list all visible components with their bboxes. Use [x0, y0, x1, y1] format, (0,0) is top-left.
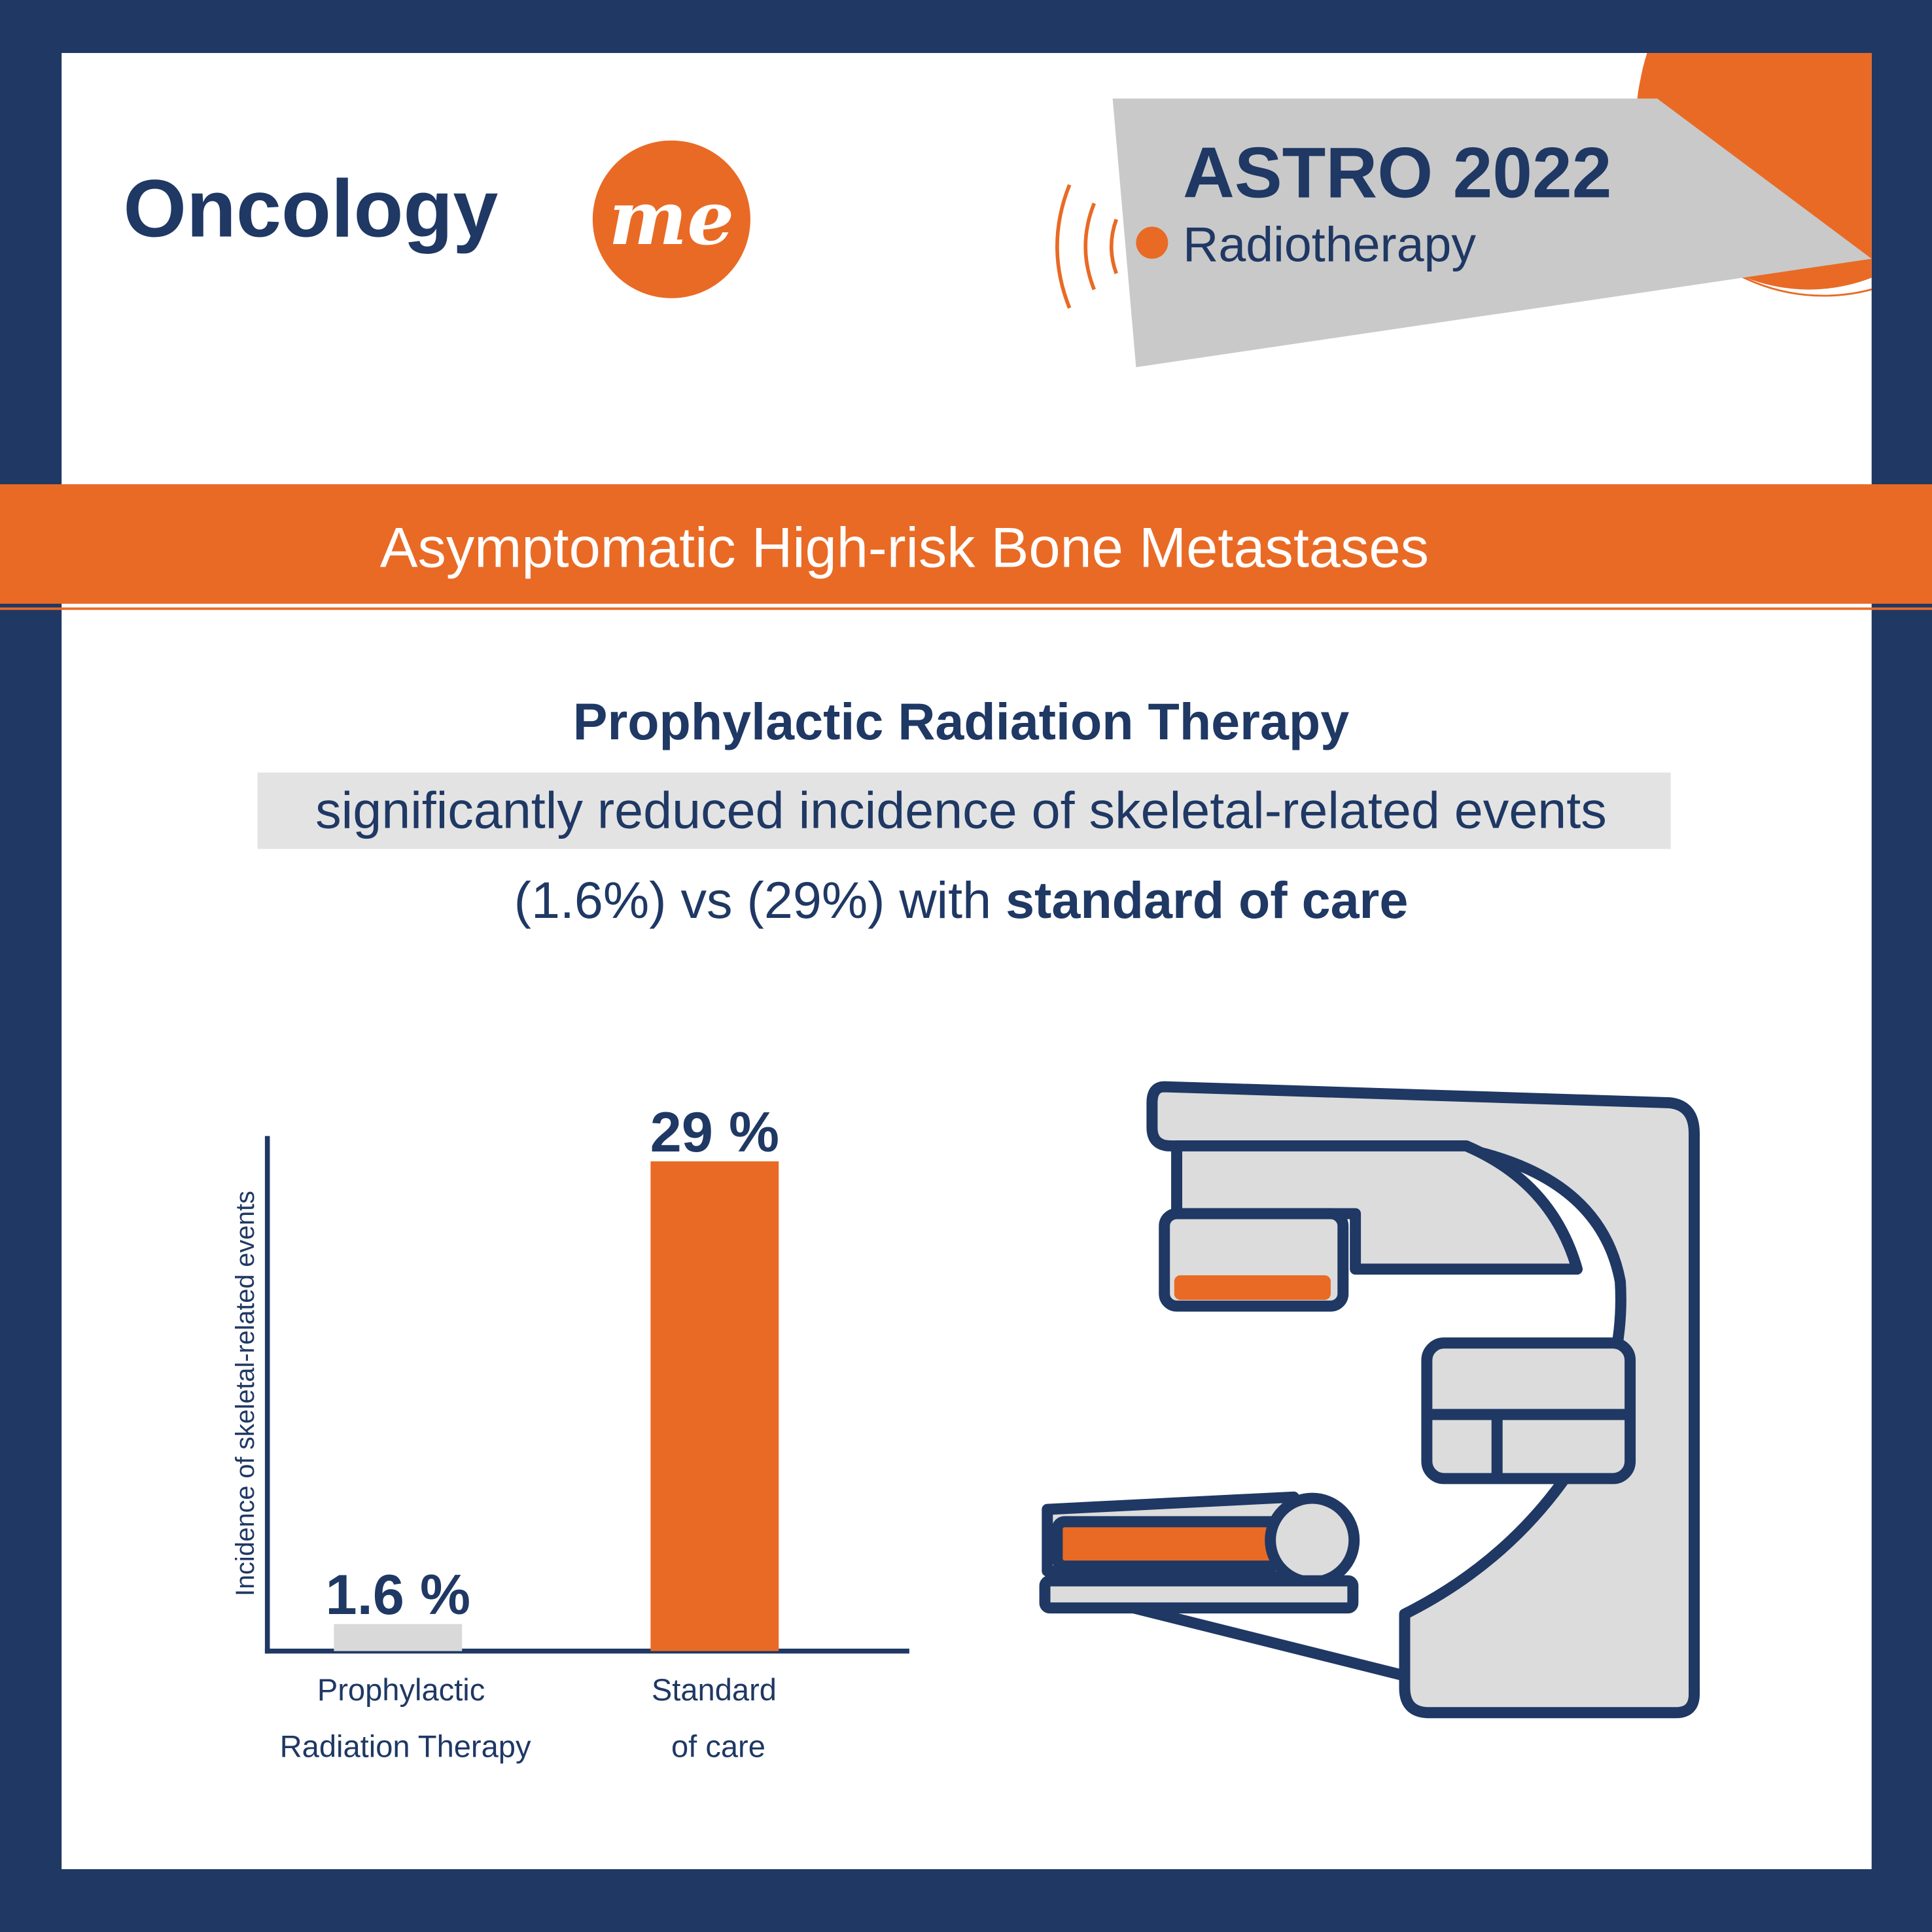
- y-axis-label: Incidence of skeletal-related events: [231, 1191, 260, 1596]
- patient-head: [1265, 1492, 1360, 1588]
- x-tick-label-line: Prophylactic: [317, 1672, 494, 1707]
- highlight: [257, 772, 1671, 849]
- x-tick-label-line: of care: [671, 1729, 765, 1764]
- headline-1: Prophylactic Radiation Therapy: [573, 692, 1349, 750]
- value-label: 29 %: [650, 1101, 779, 1164]
- headline-3-bold: standard of care: [1006, 871, 1408, 929]
- banner-bg: [0, 484, 1932, 604]
- patient-body: [1051, 1516, 1285, 1572]
- banner-title: Asymptomatic High-risk Bone Metastases: [380, 516, 1429, 579]
- couch: [1039, 1575, 1359, 1614]
- headline-3-text: (1.6%) vs (29%) with: [514, 871, 991, 929]
- badge-bg: [1112, 98, 1872, 368]
- x-tick-label-line: Standard: [652, 1672, 785, 1707]
- couch-support: [1107, 1596, 1407, 1681]
- brand-accent: me: [609, 175, 734, 262]
- bar: [334, 1624, 463, 1651]
- bar: [650, 1161, 779, 1651]
- badge-topic: Radiotherapy: [1183, 217, 1476, 272]
- head-emitter: [1174, 1275, 1331, 1300]
- brand-name: Oncology: [123, 164, 498, 255]
- brand-circle: [592, 140, 750, 298]
- x-tick-label-line: Radiation Therapy: [280, 1729, 531, 1764]
- badge-dot: [1136, 226, 1168, 259]
- arm: [1171, 1140, 1583, 1275]
- headline-3: (1.6%) vs (29%) with standard of care: [514, 871, 1409, 929]
- bar-chart: Incidence of skeletal-related events 1.6 …: [231, 1101, 909, 1764]
- x-tick-label: Prophylactic Radiation Therapy: [280, 1672, 531, 1764]
- value-label: 1.6 %: [326, 1564, 471, 1626]
- x-tick-label: Standard of care: [652, 1672, 785, 1764]
- signal-waves: [1055, 184, 1118, 309]
- badge-event: ASTRO 2022: [1183, 133, 1612, 213]
- linac-illustration: [1039, 1081, 1700, 1719]
- headline-2: significantly reduced incidence of skele…: [315, 781, 1607, 839]
